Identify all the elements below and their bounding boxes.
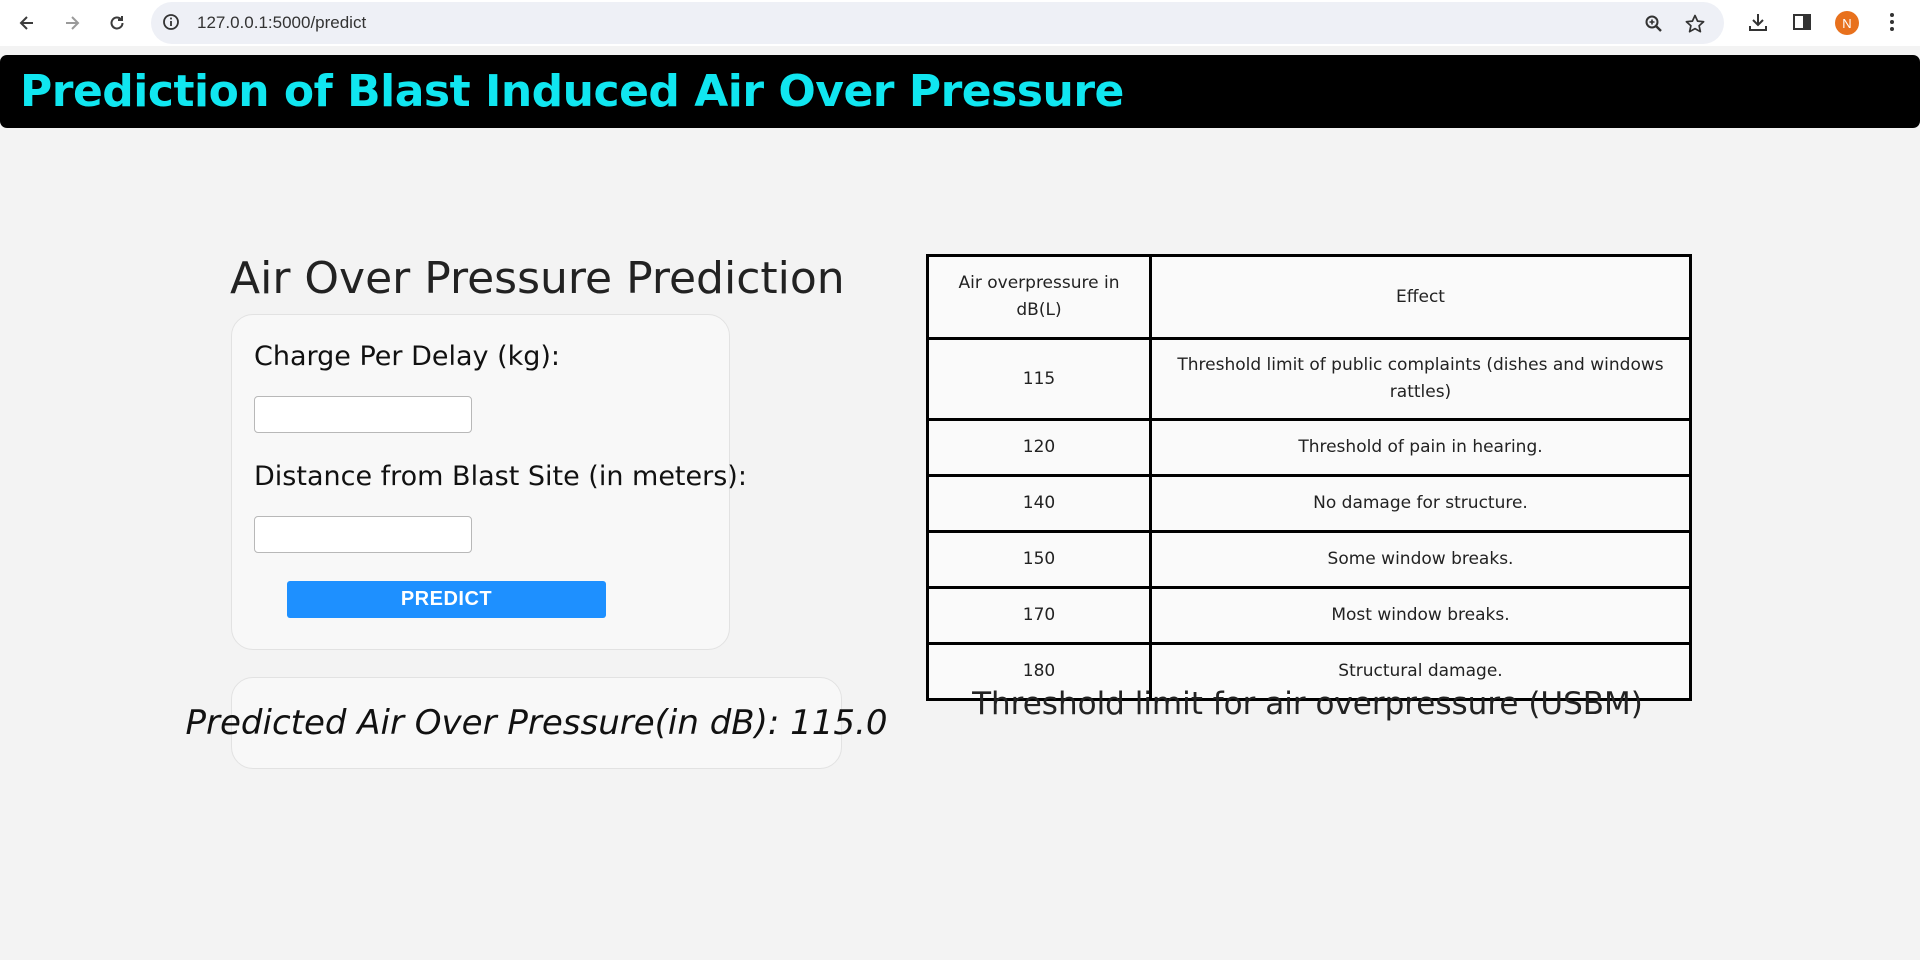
overpressure-cell: 115 — [926, 337, 1152, 421]
address-bar[interactable]: 127.0.0.1:5000/predict — [151, 2, 1724, 44]
reload-icon[interactable] — [102, 8, 132, 38]
distance-input[interactable] — [254, 516, 472, 553]
effect-cell: No damage for structure. — [1149, 474, 1692, 533]
table-header-row: Air overpressure in dB(L) Effect — [926, 254, 1692, 340]
effect-cell: Threshold of pain in hearing. — [1149, 418, 1692, 477]
app-header: Prediction of Blast Induced Air Over Pre… — [0, 55, 1920, 128]
forward-icon[interactable] — [57, 8, 87, 38]
bookmark-star-icon[interactable] — [1684, 13, 1706, 35]
table-row: 170 Most window breaks. — [926, 586, 1692, 645]
overpressure-cell: 150 — [926, 530, 1152, 589]
table-caption: Threshold limit for air overpressure (US… — [972, 686, 1643, 722]
predict-button[interactable]: PREDICT — [287, 581, 606, 618]
charge-label: Charge Per Delay (kg): — [254, 341, 561, 372]
browser-toolbar: 127.0.0.1:5000/predict N — [0, 0, 1920, 46]
back-icon[interactable] — [12, 8, 42, 38]
url-text: 127.0.0.1:5000/predict — [197, 13, 367, 32]
prediction-form: Charge Per Delay (kg): Distance from Bla… — [231, 314, 747, 650]
app-title: Prediction of Blast Induced Air Over Pre… — [20, 66, 1124, 117]
table-row: 150 Some window breaks. — [926, 530, 1692, 589]
more-menu-icon[interactable] — [1881, 11, 1903, 33]
effect-cell: Most window breaks. — [1149, 586, 1692, 645]
table-row: 120 Threshold of pain in hearing. — [926, 418, 1692, 477]
effect-cell: Structural damage. — [1149, 642, 1692, 701]
charge-per-delay-input[interactable] — [254, 396, 472, 433]
prediction-result: Predicted Air Over Pressure(in dB): 115.… — [185, 703, 888, 743]
table-row: 180 Structural damage. — [926, 642, 1692, 701]
distance-label: Distance from Blast Site (in meters): — [254, 461, 747, 492]
download-icon[interactable] — [1747, 11, 1769, 33]
side-panel-icon[interactable] — [1791, 11, 1813, 33]
effect-cell: Some window breaks. — [1149, 530, 1692, 589]
threshold-table: Air overpressure in dB(L) Effect 115 Thr… — [926, 254, 1692, 701]
overpressure-cell: 120 — [926, 418, 1152, 477]
overpressure-cell: 180 — [926, 642, 1152, 701]
site-info-icon[interactable] — [161, 12, 181, 32]
effect-cell: Threshold limit of public complaints (di… — [1149, 337, 1692, 421]
overpressure-cell: 170 — [926, 586, 1152, 645]
form-heading: Air Over Pressure Prediction — [230, 253, 845, 304]
table-row: 115 Threshold limit of public complaints… — [926, 337, 1692, 421]
result-card: Predicted Air Over Pressure(in dB): 115.… — [186, 677, 887, 769]
column-header: Effect — [1149, 254, 1692, 340]
zoom-icon[interactable] — [1643, 13, 1665, 35]
profile-avatar[interactable]: N — [1835, 11, 1859, 35]
overpressure-cell: 140 — [926, 474, 1152, 533]
column-header: Air overpressure in dB(L) — [926, 254, 1152, 340]
table-row: 140 No damage for structure. — [926, 474, 1692, 533]
